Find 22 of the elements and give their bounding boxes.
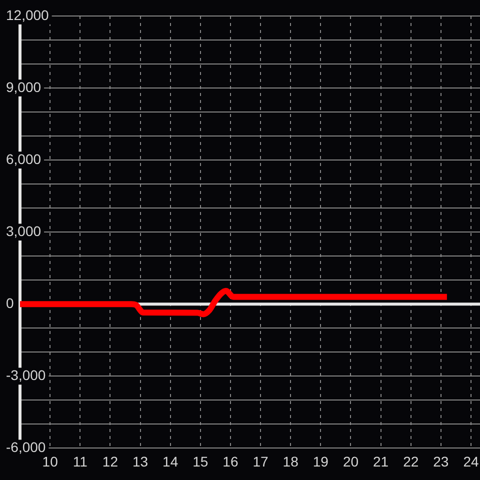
x-tick-label: 20 [342,453,359,470]
x-tick-label: 21 [372,453,389,470]
y-tick-label: -3,000 [6,367,46,384]
x-tick-label: 18 [282,453,299,470]
x-tick-label: 13 [132,453,148,470]
x-tick-label: 19 [312,453,329,470]
x-tick-label: 16 [222,453,238,470]
x-tick-label: 14 [162,453,178,470]
x-tick-label: 15 [192,453,208,470]
y-tick-label: 6,000 [6,150,42,167]
y-tick-label: 12,000 [6,6,50,23]
y-tick-label: 3,000 [6,222,42,239]
y-tick-label: 0 [6,294,14,311]
x-tick-label: 17 [252,453,269,470]
y-tick-label: -6,000 [6,439,46,456]
y-tick-label: 9,000 [6,78,42,95]
x-tick-label: 10 [42,453,58,470]
x-tick-label: 22 [403,453,419,470]
x-tick-label: 23 [433,453,449,470]
x-tick-label: 12 [102,453,118,470]
x-tick-label: 11 [72,453,88,470]
x-tick-label: 24 [463,453,479,470]
